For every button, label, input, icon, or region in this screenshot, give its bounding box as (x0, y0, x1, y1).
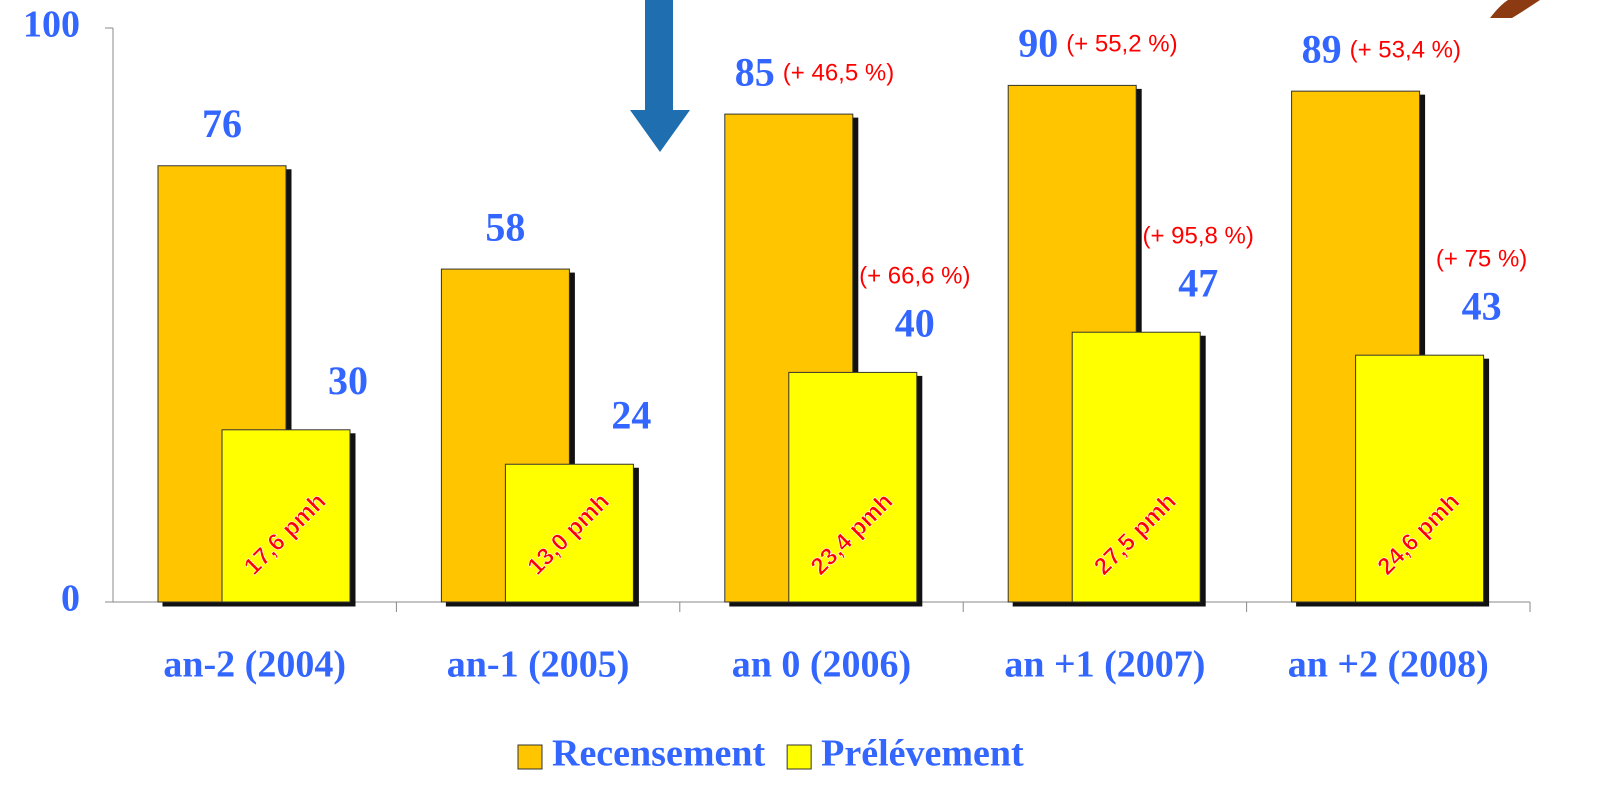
y-tick-label: 100 (23, 4, 80, 46)
value-label: 43 (1462, 283, 1502, 328)
legend-swatch (517, 744, 543, 770)
bar (221, 429, 351, 603)
y-tick-label: 0 (61, 578, 80, 620)
value-label: 40 (895, 301, 935, 346)
change-note: (+ 55,2 %) (1066, 31, 1177, 58)
change-note: (+ 46,5 %) (783, 59, 894, 86)
corner-decoration (1490, 0, 1540, 18)
value-label: 76 (202, 101, 242, 146)
x-tick-label: an-2 (2004) (163, 644, 346, 686)
change-note: (+ 66,6 %) (859, 263, 970, 290)
arrow-icon (630, 0, 690, 152)
value-label: 47 (1178, 260, 1218, 305)
change-note: (+ 75 %) (1436, 246, 1527, 273)
x-tick-label: an 0 (2006) (732, 644, 911, 686)
legend-swatch (786, 744, 812, 770)
arrow-head (630, 110, 690, 152)
value-label: 24 (611, 392, 651, 437)
bar (504, 463, 634, 603)
value-label: 30 (328, 358, 368, 403)
x-tick-label: an +2 (2008) (1288, 644, 1489, 686)
bar (788, 371, 918, 603)
x-tick-label: an +1 (2007) (1004, 644, 1205, 686)
bar (1071, 331, 1201, 603)
value-label: 85 (735, 49, 775, 94)
change-note: (+ 53,4 %) (1350, 36, 1461, 63)
legend-label: Prélévement (821, 733, 1024, 775)
bar (1355, 354, 1485, 603)
legend-label: Recensement (552, 733, 765, 775)
value-label: 58 (485, 204, 525, 249)
value-label: 90 (1018, 21, 1058, 66)
change-note: (+ 95,8 %) (1143, 223, 1254, 250)
x-tick-label: an-1 (2005) (447, 644, 630, 686)
value-label: 89 (1302, 26, 1342, 71)
arrow-shaft (645, 0, 673, 112)
